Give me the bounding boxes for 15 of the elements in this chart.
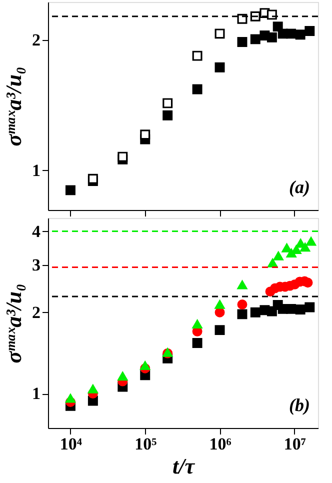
x-tick-label: 10⁶ <box>209 434 232 454</box>
y-axis-title: σᵐᵃˣa³/u₀ <box>1 284 26 364</box>
y-tick-label: 1 <box>32 384 40 404</box>
x-tick-label: 10⁴ <box>60 434 82 454</box>
y-axis-title: σᵐᵃˣa³/u₀ <box>1 66 26 146</box>
x-tick-label: 10⁷ <box>284 434 306 454</box>
y-tick-label: 2 <box>32 302 40 322</box>
annotation: (a) <box>289 177 310 197</box>
y-tick-label: 1 <box>32 160 40 180</box>
y-tick-label: 3 <box>32 255 40 274</box>
x-axis-title: t/τ <box>172 454 196 478</box>
y-tick-label: 4 <box>32 222 41 241</box>
x-tick-label: 10⁵ <box>134 434 157 454</box>
y-tick-label: 2 <box>32 30 40 50</box>
annotation: (b) <box>289 395 310 415</box>
